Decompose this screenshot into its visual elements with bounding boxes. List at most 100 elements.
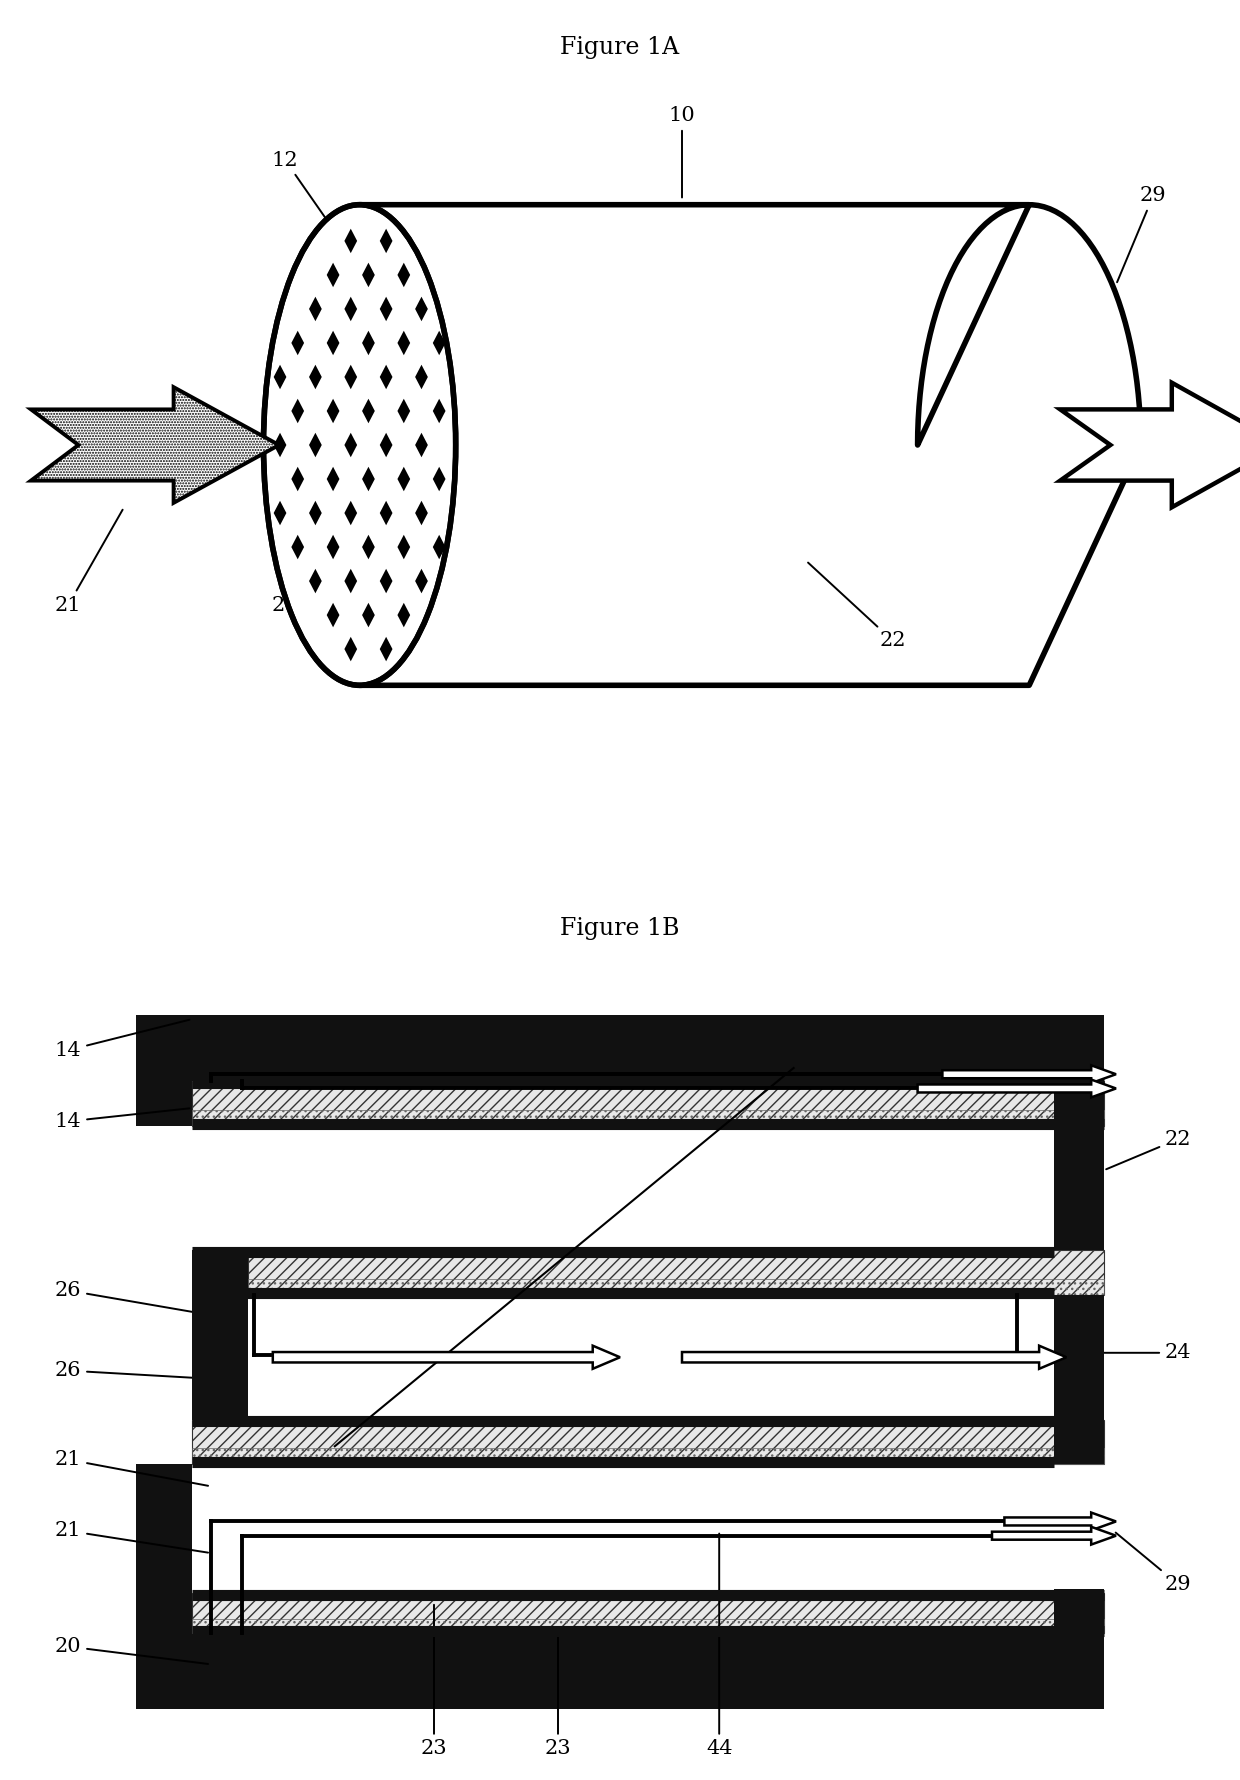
Polygon shape <box>362 534 374 559</box>
Bar <box>192 1111 1104 1127</box>
Bar <box>192 1080 1104 1127</box>
Bar <box>136 1463 192 1709</box>
Text: 21: 21 <box>55 509 123 614</box>
Polygon shape <box>309 500 321 525</box>
Text: Figure 1B: Figure 1B <box>560 917 680 940</box>
Polygon shape <box>274 365 286 390</box>
Polygon shape <box>309 365 321 390</box>
Polygon shape <box>309 433 321 457</box>
Polygon shape <box>362 263 374 287</box>
Bar <box>192 1620 1104 1634</box>
Polygon shape <box>345 228 357 253</box>
Polygon shape <box>398 603 410 627</box>
Text: 26: 26 <box>55 1362 221 1380</box>
Polygon shape <box>942 1064 1116 1082</box>
Polygon shape <box>433 331 445 356</box>
Text: 12: 12 <box>272 151 371 283</box>
Polygon shape <box>379 570 393 593</box>
Polygon shape <box>345 570 357 593</box>
Polygon shape <box>398 399 410 424</box>
Polygon shape <box>433 399 445 424</box>
Text: 10: 10 <box>668 107 696 198</box>
Polygon shape <box>362 603 374 627</box>
Bar <box>192 1593 1104 1634</box>
Text: 22: 22 <box>808 562 906 650</box>
Bar <box>192 1420 1104 1463</box>
Polygon shape <box>433 466 445 491</box>
Polygon shape <box>379 637 393 662</box>
Polygon shape <box>379 500 393 525</box>
Polygon shape <box>31 388 279 502</box>
Text: 14: 14 <box>55 1020 190 1059</box>
Text: 44: 44 <box>706 1534 733 1759</box>
Text: 22: 22 <box>1106 1130 1192 1169</box>
Polygon shape <box>379 433 393 457</box>
Text: 23: 23 <box>544 1632 572 1759</box>
Bar <box>1054 1080 1104 1250</box>
Bar <box>192 1449 1104 1463</box>
Polygon shape <box>345 433 357 457</box>
Polygon shape <box>682 1346 1066 1369</box>
Ellipse shape <box>263 205 456 685</box>
Polygon shape <box>345 637 357 662</box>
Polygon shape <box>326 331 340 356</box>
Polygon shape <box>274 433 286 457</box>
Polygon shape <box>326 603 340 627</box>
Polygon shape <box>273 1346 620 1369</box>
Text: 20: 20 <box>55 1638 208 1664</box>
Polygon shape <box>309 297 321 320</box>
Polygon shape <box>398 331 410 356</box>
Polygon shape <box>291 466 304 491</box>
Bar <box>192 1593 1104 1634</box>
Polygon shape <box>345 297 357 320</box>
Bar <box>136 1015 1104 1080</box>
Polygon shape <box>415 570 428 593</box>
Bar <box>248 1250 1104 1296</box>
Text: 29: 29 <box>1117 187 1167 283</box>
Polygon shape <box>379 228 393 253</box>
Polygon shape <box>433 534 445 559</box>
Bar <box>248 1250 1104 1296</box>
Polygon shape <box>309 570 321 593</box>
Polygon shape <box>362 331 374 356</box>
Bar <box>136 1015 192 1127</box>
Text: 29: 29 <box>1116 1533 1192 1593</box>
Polygon shape <box>415 297 428 320</box>
Polygon shape <box>992 1527 1116 1545</box>
Polygon shape <box>360 205 1141 685</box>
Text: 14: 14 <box>55 1109 190 1130</box>
Polygon shape <box>379 297 393 320</box>
Bar <box>136 1634 1104 1709</box>
Polygon shape <box>326 466 340 491</box>
Text: 24: 24 <box>1081 1344 1192 1362</box>
Polygon shape <box>1060 383 1240 507</box>
Polygon shape <box>274 500 286 525</box>
Polygon shape <box>345 500 357 525</box>
Bar <box>1054 1296 1104 1463</box>
Text: 20: 20 <box>272 536 351 614</box>
Text: 26: 26 <box>55 1282 221 1317</box>
Polygon shape <box>291 534 304 559</box>
Text: Figure 1A: Figure 1A <box>560 36 680 59</box>
Polygon shape <box>291 331 304 356</box>
Bar <box>192 1080 1104 1127</box>
Polygon shape <box>415 500 428 525</box>
Polygon shape <box>362 466 374 491</box>
Polygon shape <box>398 534 410 559</box>
Polygon shape <box>398 466 410 491</box>
Polygon shape <box>362 399 374 424</box>
Polygon shape <box>918 1079 1116 1096</box>
Bar <box>192 1420 1104 1463</box>
Polygon shape <box>326 263 340 287</box>
Polygon shape <box>415 433 428 457</box>
Polygon shape <box>1004 1513 1116 1531</box>
Bar <box>1054 1588 1104 1634</box>
Polygon shape <box>326 399 340 424</box>
Text: 21: 21 <box>55 1451 208 1486</box>
Polygon shape <box>345 365 357 390</box>
Polygon shape <box>326 534 340 559</box>
Polygon shape <box>415 365 428 390</box>
Polygon shape <box>398 263 410 287</box>
Text: 21: 21 <box>55 1522 208 1552</box>
Polygon shape <box>379 365 393 390</box>
